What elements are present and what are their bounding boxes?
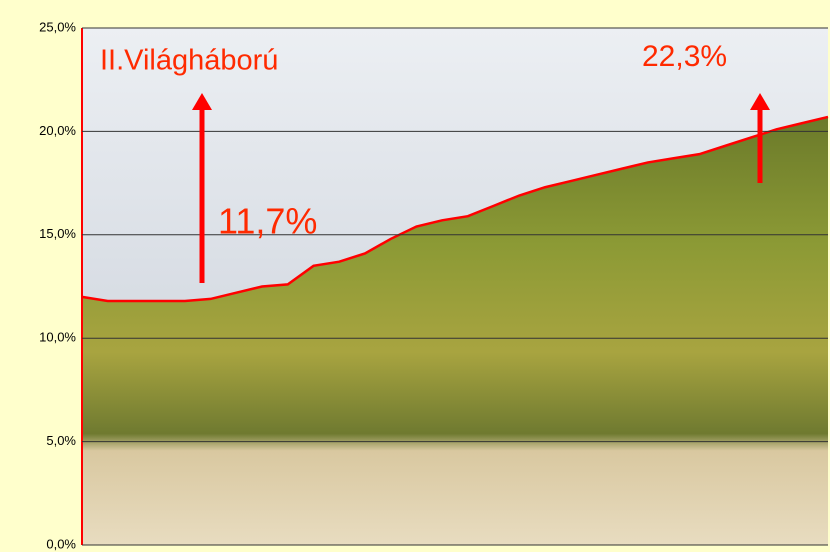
annotation: 11,7% (218, 201, 317, 242)
y-tick-label: 15,0% (39, 226, 76, 241)
annotation: II.Világháború (100, 45, 278, 77)
y-tick-label: 5,0% (46, 433, 76, 448)
y-tick-label: 0,0% (46, 536, 76, 551)
y-tick-label: 25,0% (39, 19, 76, 34)
y-tick-label: 20,0% (39, 123, 76, 138)
chart: 0,0% 5,0% 10,0% 15,0% 20,0% 25,0% II.Világháb… (0, 0, 830, 552)
annotation: 22,3% (642, 40, 727, 73)
y-tick-label: 10,0% (39, 330, 76, 345)
